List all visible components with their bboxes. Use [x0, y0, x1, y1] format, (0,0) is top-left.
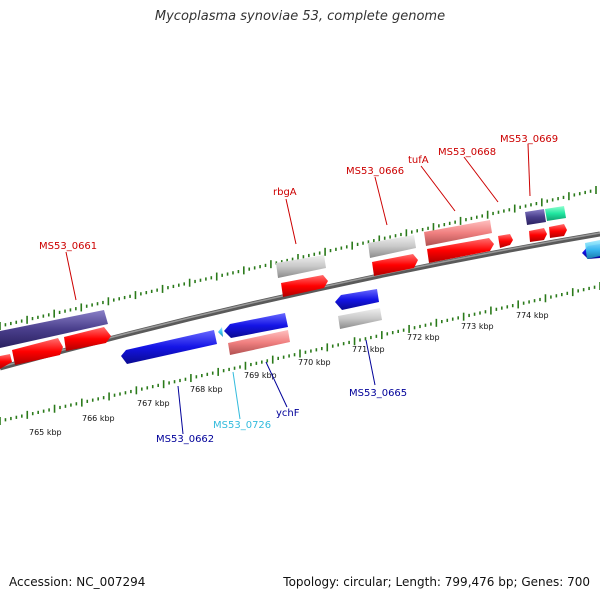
cds-feature: [529, 228, 547, 242]
kbp-label: 772 kbp: [407, 333, 440, 342]
gene-feature: [228, 330, 290, 355]
cds-feature: [498, 234, 513, 248]
accession-text: Accession: NC_007294: [9, 575, 146, 589]
kbp-label: 767 kbp: [137, 399, 170, 408]
kbp-label: 773 kbp: [461, 322, 494, 331]
gene-label-ms53-0661: MS53_0661: [39, 241, 97, 252]
tick-track-inner: [0, 282, 600, 425]
gene-feature: [368, 235, 416, 258]
leader-line: [265, 361, 288, 408]
gene-feature: [338, 308, 382, 329]
gene-label-ms53-0666: MS53_0666: [346, 166, 404, 177]
cds-feature: [224, 313, 288, 338]
cds-feature: [427, 238, 494, 263]
kbp-label: 774 kbp: [516, 311, 549, 320]
kbp-label: 768 kbp: [190, 385, 223, 394]
gene-label-tufa: tufA: [408, 155, 429, 166]
cds-feature: [121, 330, 217, 364]
kbp-label: 769 kbp: [244, 371, 277, 380]
leader-line: [463, 156, 499, 203]
leader-line: [177, 385, 184, 435]
leader-line: [232, 371, 241, 420]
gene-feature: [0, 310, 108, 348]
map-title: Mycoplasma synoviae 53, complete genome: [154, 9, 446, 24]
gene-feature: [276, 255, 326, 278]
cds-feature: [64, 327, 111, 351]
gene-labels: MS53_0661 rbgA MS53_0666 tufA MS53_0668 …: [39, 134, 558, 445]
kbp-label: 766 kbp: [82, 414, 115, 423]
gene-label-ms53-0726: MS53_0726: [213, 420, 271, 431]
gene-label-ms53-0668: MS53_0668: [438, 147, 496, 158]
tick-track-outer: [0, 186, 597, 330]
cds-feature: [549, 224, 567, 238]
cds-feature: [335, 289, 379, 310]
cds-feature: [218, 327, 223, 337]
gene-feature: [525, 209, 546, 225]
leader-line: [374, 176, 388, 226]
gene-feature: [545, 206, 566, 221]
gene-feature: [424, 220, 492, 246]
gene-label-ms53-0665: MS53_0665: [349, 388, 407, 399]
kbp-label: 765 kbp: [29, 428, 62, 437]
kbp-label: 770 kbp: [298, 358, 331, 367]
gene-feature: [585, 240, 600, 259]
cds-feature: [372, 254, 418, 276]
leader-line: [285, 198, 297, 245]
cds-feature: [281, 275, 328, 297]
leader-line: [65, 251, 77, 301]
genome-backbone-highlight: [0, 232, 600, 368]
leader-line: [365, 339, 376, 386]
genome-backbone: [0, 231, 600, 371]
cds-feature: [0, 354, 12, 369]
gene-label-rbga: rbgA: [273, 187, 297, 198]
gene-label-ychf: ychF: [276, 408, 300, 419]
leader-line: [527, 143, 531, 197]
feature-track: [0, 206, 600, 369]
gene-label-ms53-0662: MS53_0662: [156, 434, 214, 445]
leader-line: [420, 165, 456, 212]
gene-label-ms53-0669: MS53_0669: [500, 134, 558, 145]
cds-feature: [12, 338, 63, 365]
genome-stats: Topology: circular; Length: 799,476 bp; …: [283, 575, 590, 589]
